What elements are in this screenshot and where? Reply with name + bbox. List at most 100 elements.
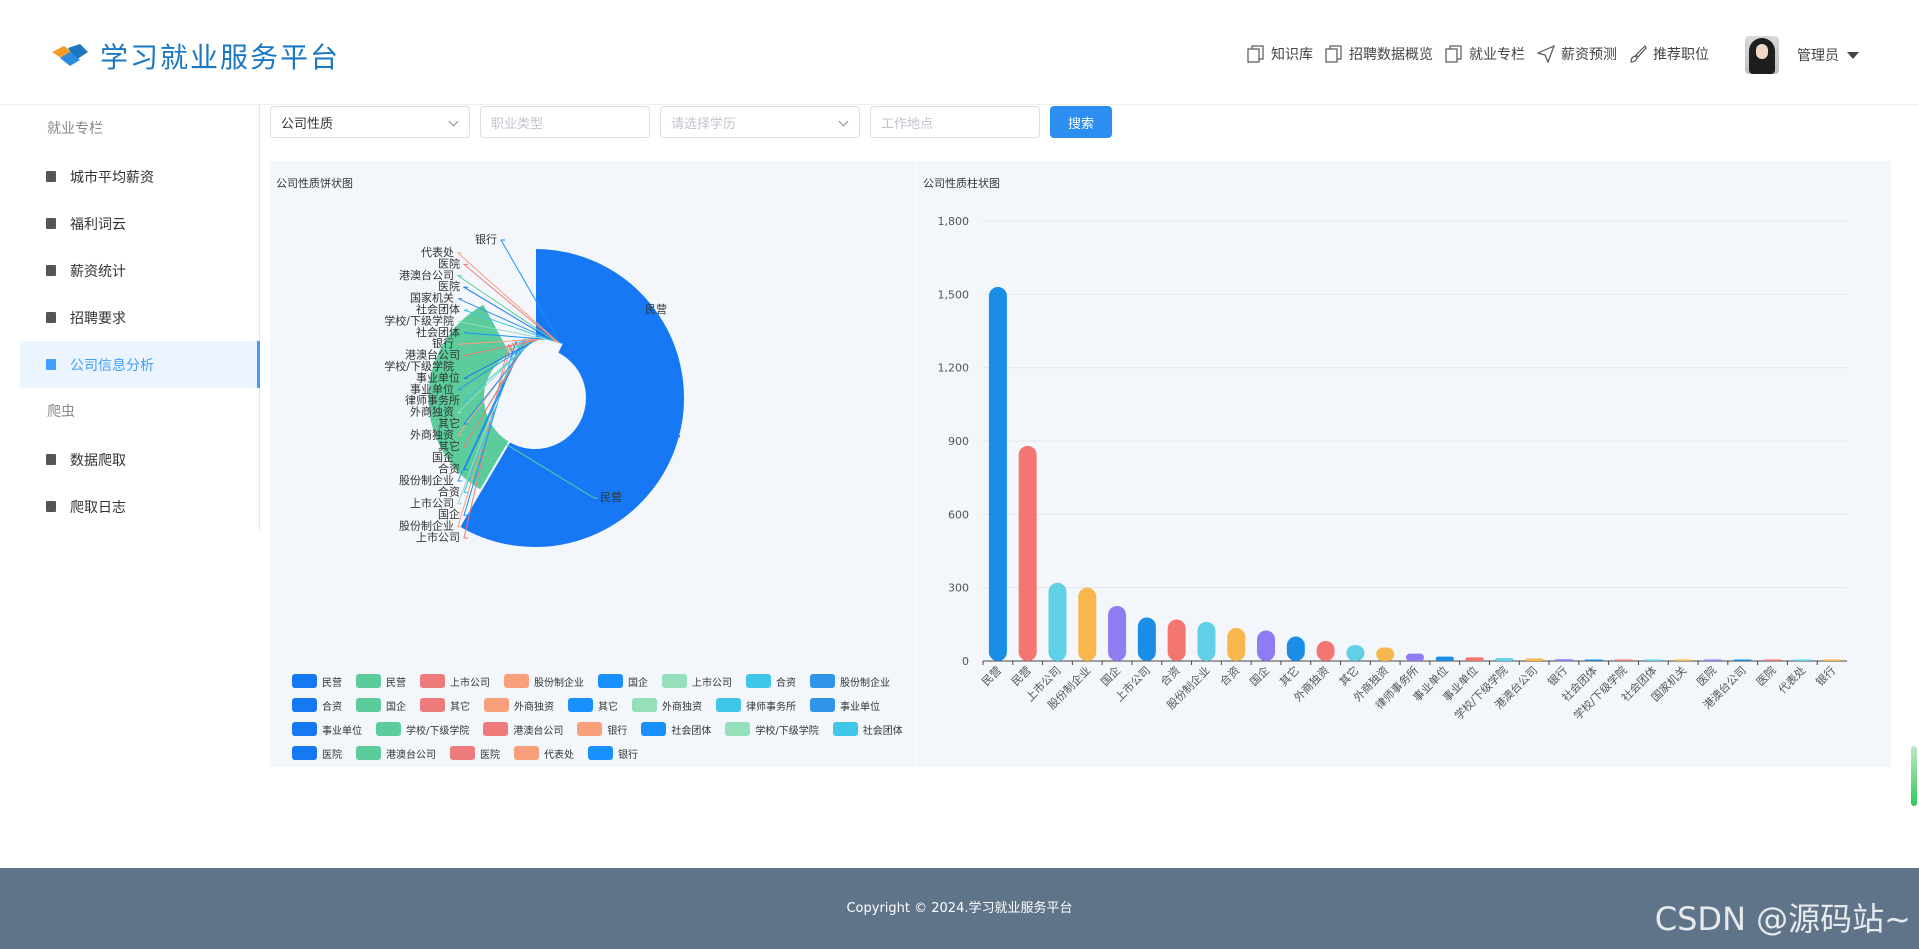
bar[interactable] bbox=[988, 287, 1007, 661]
bar[interactable] bbox=[1584, 659, 1603, 662]
bar[interactable] bbox=[1048, 582, 1067, 661]
label-line bbox=[457, 342, 513, 528]
slice-label: 港澳台公司 bbox=[399, 268, 454, 282]
nav-employment-column[interactable]: 就业专栏 bbox=[1445, 44, 1525, 64]
legend-item[interactable]: 事业单位 bbox=[292, 722, 362, 737]
bar[interactable] bbox=[1793, 659, 1812, 662]
x-tick-label: 代表处 bbox=[1775, 663, 1808, 696]
legend-item[interactable]: 外商独资 bbox=[484, 698, 554, 713]
bar[interactable] bbox=[1465, 657, 1484, 661]
legend-item[interactable]: 外商独资 bbox=[632, 698, 702, 713]
bar-chart-title: 公司性质柱状图 bbox=[923, 177, 1000, 190]
legend-item[interactable]: 其它 bbox=[420, 698, 470, 713]
slice-label: 事业单位 bbox=[410, 382, 454, 396]
bar[interactable] bbox=[1703, 659, 1722, 662]
sidebar-item-company-analysis[interactable]: 公司信息分析 bbox=[20, 341, 260, 388]
sidebar-item-city-salary[interactable]: 城市平均薪资 bbox=[20, 153, 259, 200]
bar[interactable] bbox=[1286, 636, 1305, 661]
bar[interactable] bbox=[1823, 659, 1842, 662]
bar[interactable] bbox=[1346, 645, 1365, 661]
user-menu[interactable]: 管理员 bbox=[1745, 36, 1859, 74]
legend-label: 社会团体 bbox=[671, 725, 712, 737]
bar[interactable] bbox=[1316, 640, 1335, 661]
legend-item[interactable]: 国企 bbox=[356, 698, 406, 713]
legend-label: 港澳台公司 bbox=[513, 725, 564, 737]
sidebar-item-welfare-cloud[interactable]: 福利词云 bbox=[20, 200, 259, 247]
legend-item[interactable]: 事业单位 bbox=[810, 698, 880, 713]
legend-item[interactable]: 合资 bbox=[746, 674, 796, 689]
legend-item[interactable]: 上市公司 bbox=[662, 674, 732, 689]
bar[interactable] bbox=[1763, 659, 1782, 662]
caret-down-icon[interactable] bbox=[1847, 51, 1859, 59]
sidebar-item-crawl-data[interactable]: 数据爬取 bbox=[20, 436, 259, 483]
location-input[interactable]: 工作地点 bbox=[870, 106, 1040, 138]
bar[interactable] bbox=[1435, 656, 1454, 661]
legend-item[interactable]: 其它 bbox=[568, 698, 618, 713]
bar[interactable] bbox=[1018, 445, 1037, 661]
x-tick-label: 银行 bbox=[1813, 663, 1838, 688]
sidebar-item-requirements[interactable]: 招聘要求 bbox=[20, 294, 259, 341]
search-button[interactable]: 搜索 bbox=[1050, 106, 1113, 138]
bar[interactable] bbox=[1614, 659, 1633, 662]
label-line bbox=[463, 339, 522, 493]
bar[interactable] bbox=[1554, 659, 1573, 661]
bar[interactable] bbox=[1137, 617, 1156, 661]
legend-item[interactable]: 上市公司 bbox=[420, 674, 490, 689]
nav-recommended-jobs[interactable]: 推荐职位 bbox=[1629, 44, 1709, 64]
company-type-select[interactable]: 公司性质 bbox=[270, 106, 470, 138]
bar[interactable] bbox=[1376, 647, 1395, 661]
legend-item[interactable]: 社会团体 bbox=[641, 722, 711, 737]
bar[interactable] bbox=[1733, 659, 1752, 662]
scrollbar-thumb[interactable] bbox=[1911, 746, 1917, 806]
legend-item[interactable]: 国企 bbox=[598, 674, 648, 689]
legend-item[interactable]: 代表处 bbox=[514, 746, 574, 761]
document-icon bbox=[46, 454, 56, 465]
legend-item[interactable]: 学校/下级学院 bbox=[725, 722, 819, 737]
bar[interactable] bbox=[1644, 659, 1663, 662]
legend-item[interactable]: 港澳台公司 bbox=[483, 722, 563, 737]
education-select[interactable]: 请选择学历 bbox=[660, 106, 860, 138]
slice-label: 上市公司 bbox=[410, 496, 454, 510]
legend-item[interactable]: 港澳台公司 bbox=[356, 746, 436, 761]
job-type-input[interactable]: 职业类型 bbox=[480, 106, 650, 138]
legend-item[interactable]: 学校/下级学院 bbox=[376, 722, 469, 737]
logo[interactable]: 学习就业服务平台 bbox=[50, 36, 340, 76]
legend-label: 银行 bbox=[607, 725, 628, 737]
sidebar-item-crawl-log[interactable]: 爬取日志 bbox=[20, 483, 259, 530]
sidebar-group-crawler: 爬虫 bbox=[47, 404, 75, 420]
legend-item[interactable]: 合资 bbox=[292, 698, 342, 713]
avatar[interactable] bbox=[1745, 36, 1779, 74]
nav-salary-prediction[interactable]: 薪资预测 bbox=[1537, 44, 1617, 64]
legend-item[interactable]: 社会团体 bbox=[832, 722, 903, 737]
legend-item[interactable]: 医院 bbox=[292, 746, 342, 761]
legend-item[interactable]: 律师事务所 bbox=[716, 698, 796, 713]
legend-item[interactable]: 银行 bbox=[577, 722, 627, 737]
legend-item[interactable]: 银行 bbox=[588, 746, 638, 761]
bar[interactable] bbox=[1227, 628, 1246, 661]
user-name: 管理员 bbox=[1797, 48, 1839, 64]
bar[interactable] bbox=[1406, 653, 1424, 661]
bar[interactable] bbox=[1167, 619, 1186, 661]
sidebar-item-salary-stats[interactable]: 薪资统计 bbox=[20, 247, 259, 294]
legend-item[interactable]: 股份制企业 bbox=[504, 674, 584, 689]
nav-recruitment-overview[interactable]: 招聘数据概览 bbox=[1325, 44, 1433, 64]
nav-knowledge-base[interactable]: 知识库 bbox=[1247, 44, 1313, 64]
legend-item[interactable]: 医院 bbox=[450, 746, 500, 761]
bar[interactable] bbox=[1257, 630, 1276, 661]
pie-slice[interactable] bbox=[457, 247, 686, 549]
bar[interactable] bbox=[1674, 659, 1693, 662]
bar[interactable] bbox=[1078, 587, 1097, 661]
label-line bbox=[457, 338, 546, 345]
bar[interactable] bbox=[1108, 606, 1127, 661]
bar[interactable] bbox=[1197, 621, 1216, 661]
x-tick-label: 国企 bbox=[1247, 663, 1272, 688]
legend-item[interactable]: 民营 bbox=[292, 674, 342, 689]
legend-swatch bbox=[292, 746, 317, 760]
bar[interactable] bbox=[1525, 658, 1544, 661]
bar[interactable] bbox=[1495, 658, 1514, 661]
legend-item[interactable]: 股份制企业 bbox=[810, 674, 890, 689]
slice-label: 医院 bbox=[438, 279, 460, 293]
legend-swatch bbox=[450, 746, 475, 760]
legend-item[interactable]: 民营 bbox=[356, 674, 406, 689]
